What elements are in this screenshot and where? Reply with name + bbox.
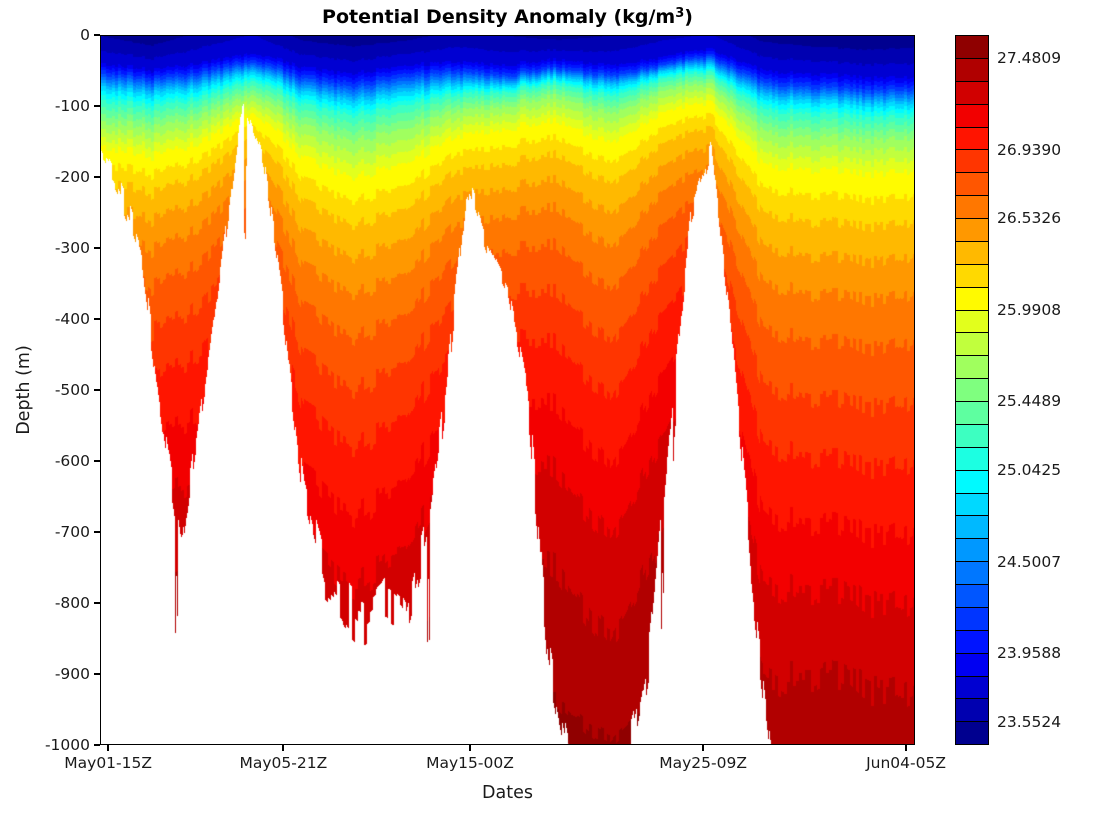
y-tick-mark <box>94 673 100 675</box>
x-tick-mark <box>282 745 285 751</box>
x-tick-label: May05-21Z <box>239 754 328 772</box>
y-tick-mark <box>94 531 100 533</box>
colorbar-band <box>956 57 988 81</box>
y-tick-label: -500 <box>54 381 90 399</box>
x-tick-mark <box>469 745 471 751</box>
colorbar-band <box>956 721 988 745</box>
x-tick-label: May01-15Z <box>64 754 152 772</box>
colorbar-band <box>956 446 988 470</box>
colorbar-band <box>956 561 988 584</box>
y-tick-label: 0 <box>80 26 90 44</box>
colorbar-band <box>956 629 988 653</box>
colorbar-tick-label: 23.9588 <box>997 644 1062 663</box>
x-tick-mark <box>107 745 110 751</box>
colorbar-band <box>956 652 988 676</box>
chart-title-superscript: 3 <box>675 6 685 21</box>
colorbar-tick-label: 25.4489 <box>997 392 1062 411</box>
y-tick-label: -800 <box>54 594 90 612</box>
colorbar-band <box>956 286 988 310</box>
colorbar-band <box>956 538 988 562</box>
colorbar-band <box>956 149 988 173</box>
y-tick-mark <box>94 105 100 107</box>
colorbar-band <box>956 172 988 196</box>
x-tick-mark <box>702 745 705 751</box>
colorbar-band <box>956 355 988 379</box>
colorbar-band <box>956 309 988 333</box>
colorbar-tick-label: 24.5007 <box>997 552 1062 571</box>
y-tick-label: -100 <box>54 97 90 115</box>
y-tick-mark <box>94 602 100 604</box>
y-tick-mark <box>94 247 100 249</box>
colorbar-band <box>956 195 988 218</box>
y-tick-label: -900 <box>54 665 90 683</box>
y-tick-mark <box>94 34 100 36</box>
y-tick-mark <box>94 744 100 746</box>
colorbar-tick-label: 26.5326 <box>997 209 1062 228</box>
colorbar-band <box>956 240 988 264</box>
colorbar-band <box>956 218 988 241</box>
colorbar <box>955 35 989 745</box>
density-section-plot <box>100 35 915 745</box>
colorbar-band <box>956 423 988 447</box>
y-tick-mark <box>94 318 100 320</box>
x-tick-label: Jun04-05Z <box>866 754 946 772</box>
colorbar-band <box>956 36 988 58</box>
x-tick-label: May25-09Z <box>659 754 747 772</box>
y-tick-mark <box>94 176 100 178</box>
colorbar-band <box>956 469 988 493</box>
y-tick-label: -700 <box>54 523 90 541</box>
colorbar-band <box>956 698 988 722</box>
y-tick-mark <box>94 460 100 462</box>
colorbar-band <box>956 606 988 630</box>
colorbar-band <box>956 515 988 539</box>
x-axis-label: Dates <box>482 783 533 803</box>
colorbar-band <box>956 378 988 401</box>
x-tick-label: May15-00Z <box>426 754 514 772</box>
chart-title-close: ) <box>684 6 693 28</box>
colorbar-tick-label: 26.9390 <box>997 140 1062 159</box>
colorbar-band <box>956 80 988 104</box>
colorbar-tick-label: 25.0425 <box>997 461 1062 480</box>
y-tick-label: -200 <box>54 168 90 186</box>
colorbar-band <box>956 584 988 607</box>
colorbar-band <box>956 401 988 424</box>
colorbar-tick-label: 27.4809 <box>997 48 1062 67</box>
colorbar-band <box>956 103 988 127</box>
y-tick-label: -400 <box>54 310 90 328</box>
x-tick-mark <box>905 745 908 751</box>
y-tick-label: -600 <box>54 452 90 470</box>
colorbar-tick-label: 23.5524 <box>997 713 1062 732</box>
colorbar-band <box>956 675 988 699</box>
colorbar-band <box>956 126 988 150</box>
y-tick-label: -1000 <box>44 736 90 754</box>
y-tick-mark <box>94 389 100 391</box>
y-tick-label: -300 <box>54 239 90 257</box>
chart-title: Potential Density Anomaly (kg/m3) <box>100 6 915 28</box>
chart-title-text: Potential Density Anomaly (kg/m <box>322 6 676 28</box>
colorbar-band <box>956 332 988 356</box>
colorbar-band <box>956 263 988 287</box>
colorbar-tick-label: 25.9908 <box>997 300 1062 319</box>
colorbar-band <box>956 492 988 516</box>
